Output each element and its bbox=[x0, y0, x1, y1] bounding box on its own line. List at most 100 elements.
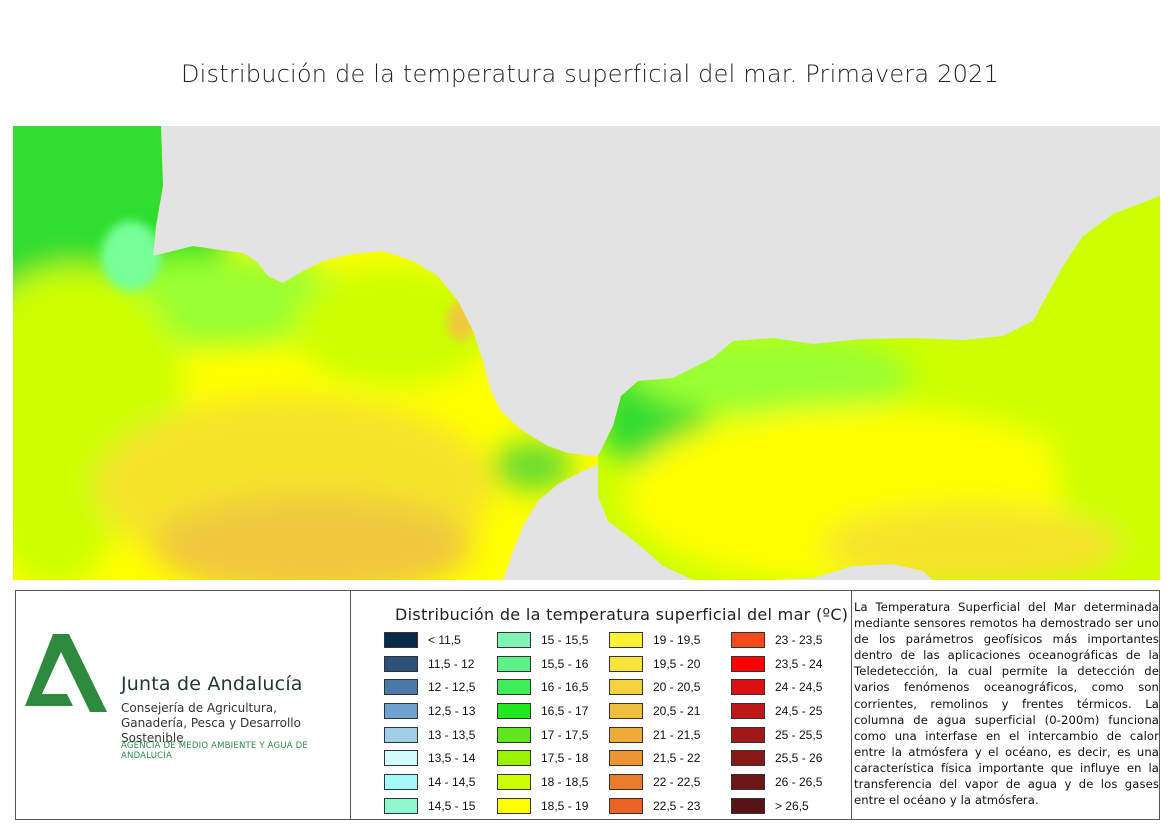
legend-item: 14,5 - 15 bbox=[384, 794, 497, 818]
legend-label: 19,5 - 20 bbox=[653, 656, 701, 671]
legend-swatch bbox=[384, 773, 418, 790]
legend-item: 21 - 21,5 bbox=[609, 723, 731, 747]
logo-panel: Junta de Andalucía Consejería de Agricul… bbox=[16, 591, 351, 819]
legend-item: 15 - 15,5 bbox=[497, 628, 609, 652]
description-text: La Temperatura Superficial del Mar deter… bbox=[854, 600, 1159, 808]
legend-swatch bbox=[384, 750, 418, 767]
legend-label: 15 - 15,5 bbox=[541, 632, 589, 647]
legend-label: 13,5 - 14 bbox=[428, 751, 476, 766]
legend-item: 23,5 - 24 bbox=[731, 652, 841, 676]
legend-item: 17 - 17,5 bbox=[497, 723, 609, 747]
legend-label: 16,5 - 17 bbox=[541, 703, 589, 718]
legend-label: 19 - 19,5 bbox=[653, 632, 701, 647]
legend-swatch bbox=[384, 679, 418, 696]
legend-item: 20 - 20,5 bbox=[609, 675, 731, 699]
legend-item: 12 - 12,5 bbox=[384, 675, 497, 699]
legend-swatch bbox=[497, 726, 531, 743]
legend-label: > 26,5 bbox=[775, 798, 809, 813]
legend-label: 14 - 14,5 bbox=[428, 774, 476, 789]
legend-label: 14,5 - 15 bbox=[428, 798, 476, 813]
legend-swatch bbox=[497, 773, 531, 790]
legend-label: 15,5 - 16 bbox=[541, 656, 589, 671]
legend-item: < 11,5 bbox=[384, 628, 497, 652]
legend-label: 24,5 - 25 bbox=[775, 703, 823, 718]
legend-item: 15,5 - 16 bbox=[497, 652, 609, 676]
legend-swatch bbox=[731, 631, 765, 648]
legend-swatch bbox=[609, 773, 643, 790]
organization-department: Consejería de Agricultura, Ganadería, Pe… bbox=[121, 701, 301, 745]
legend-swatch bbox=[384, 726, 418, 743]
legend-label: 18,5 - 19 bbox=[541, 798, 589, 813]
legend-item: 23 - 23,5 bbox=[731, 628, 841, 652]
legend-item: 16,5 - 17 bbox=[497, 699, 609, 723]
legend-label: 12 - 12,5 bbox=[428, 680, 476, 695]
legend-panel: Distribución de la temperatura superfici… bbox=[351, 591, 852, 819]
legend-item: 24 - 24,5 bbox=[731, 675, 841, 699]
legend-label: 11,5 - 12 bbox=[428, 656, 475, 671]
legend-swatch bbox=[731, 797, 765, 814]
legend-title: Distribución de la temperatura superfici… bbox=[395, 605, 849, 624]
legend-swatch bbox=[731, 679, 765, 696]
organization-agency: AGENCIA DE MEDIO AMBIENTE Y AGUA DE ANDA… bbox=[121, 741, 308, 761]
legend-item: 20,5 - 21 bbox=[609, 699, 731, 723]
legend-swatch bbox=[609, 702, 643, 719]
legend-swatch bbox=[384, 702, 418, 719]
legend-swatch bbox=[384, 797, 418, 814]
legend-swatch bbox=[609, 726, 643, 743]
legend-swatch bbox=[497, 631, 531, 648]
legend-swatch bbox=[731, 773, 765, 790]
legend-swatch bbox=[497, 655, 531, 672]
legend-label: 20,5 - 21 bbox=[653, 703, 701, 718]
legend-item: 13,5 - 14 bbox=[384, 746, 497, 770]
legend-swatch bbox=[609, 797, 643, 814]
legend-label: < 11,5 bbox=[428, 632, 461, 647]
page-title: Distribución de la temperatura superfici… bbox=[180, 60, 999, 88]
legend-label: 25,5 - 26 bbox=[775, 751, 823, 766]
legend-label: 18 - 18,5 bbox=[541, 774, 589, 789]
legend-swatch bbox=[384, 655, 418, 672]
legend-label: 26 - 26,5 bbox=[775, 774, 823, 789]
legend-swatch bbox=[497, 797, 531, 814]
legend-item: 21,5 - 22 bbox=[609, 746, 731, 770]
legend-label: 17,5 - 18 bbox=[541, 751, 589, 766]
legend-swatch bbox=[731, 750, 765, 767]
legend-item: 26 - 26,5 bbox=[731, 770, 841, 794]
legend-swatch bbox=[497, 750, 531, 767]
legend-label: 16 - 16,5 bbox=[541, 680, 589, 695]
legend-swatch bbox=[731, 702, 765, 719]
sea-temperature-map[interactable] bbox=[13, 126, 1160, 580]
legend-item: 22 - 22,5 bbox=[609, 770, 731, 794]
legend-swatch bbox=[609, 631, 643, 648]
legend-item: > 26,5 bbox=[731, 794, 841, 818]
organization-name: Junta de Andalucía bbox=[121, 673, 303, 695]
legend-swatch bbox=[731, 726, 765, 743]
legend-label: 23 - 23,5 bbox=[775, 632, 823, 647]
info-footer: Junta de Andalucía Consejería de Agricul… bbox=[15, 590, 1160, 820]
legend-swatch bbox=[731, 655, 765, 672]
legend-label: 22 - 22,5 bbox=[653, 774, 701, 789]
legend-label: 23,5 - 24 bbox=[775, 656, 823, 671]
legend-item: 11,5 - 12 bbox=[384, 652, 497, 676]
legend-item: 12,5 - 13 bbox=[384, 699, 497, 723]
legend-label: 25 - 25,5 bbox=[775, 727, 823, 742]
legend-item: 16 - 16,5 bbox=[497, 675, 609, 699]
legend-swatch bbox=[497, 702, 531, 719]
legend-swatch bbox=[609, 655, 643, 672]
legend-item: 25,5 - 26 bbox=[731, 746, 841, 770]
junta-andalucia-logo-icon bbox=[25, 634, 107, 712]
legend-item: 22,5 - 23 bbox=[609, 794, 731, 818]
legend-label: 17 - 17,5 bbox=[541, 727, 589, 742]
legend-item: 19 - 19,5 bbox=[609, 628, 731, 652]
legend-item: 19,5 - 20 bbox=[609, 652, 731, 676]
legend-label: 13 - 13,5 bbox=[428, 727, 476, 742]
legend-item: 24,5 - 25 bbox=[731, 699, 841, 723]
legend-swatch bbox=[384, 631, 418, 648]
legend-label: 22,5 - 23 bbox=[653, 798, 701, 813]
legend-item: 18 - 18,5 bbox=[497, 770, 609, 794]
legend-item: 25 - 25,5 bbox=[731, 723, 841, 747]
legend-label: 21 - 21,5 bbox=[653, 727, 701, 742]
legend-label: 24 - 24,5 bbox=[775, 680, 823, 695]
legend-item: 13 - 13,5 bbox=[384, 723, 497, 747]
legend-item: 18,5 - 19 bbox=[497, 794, 609, 818]
legend-swatch bbox=[497, 679, 531, 696]
